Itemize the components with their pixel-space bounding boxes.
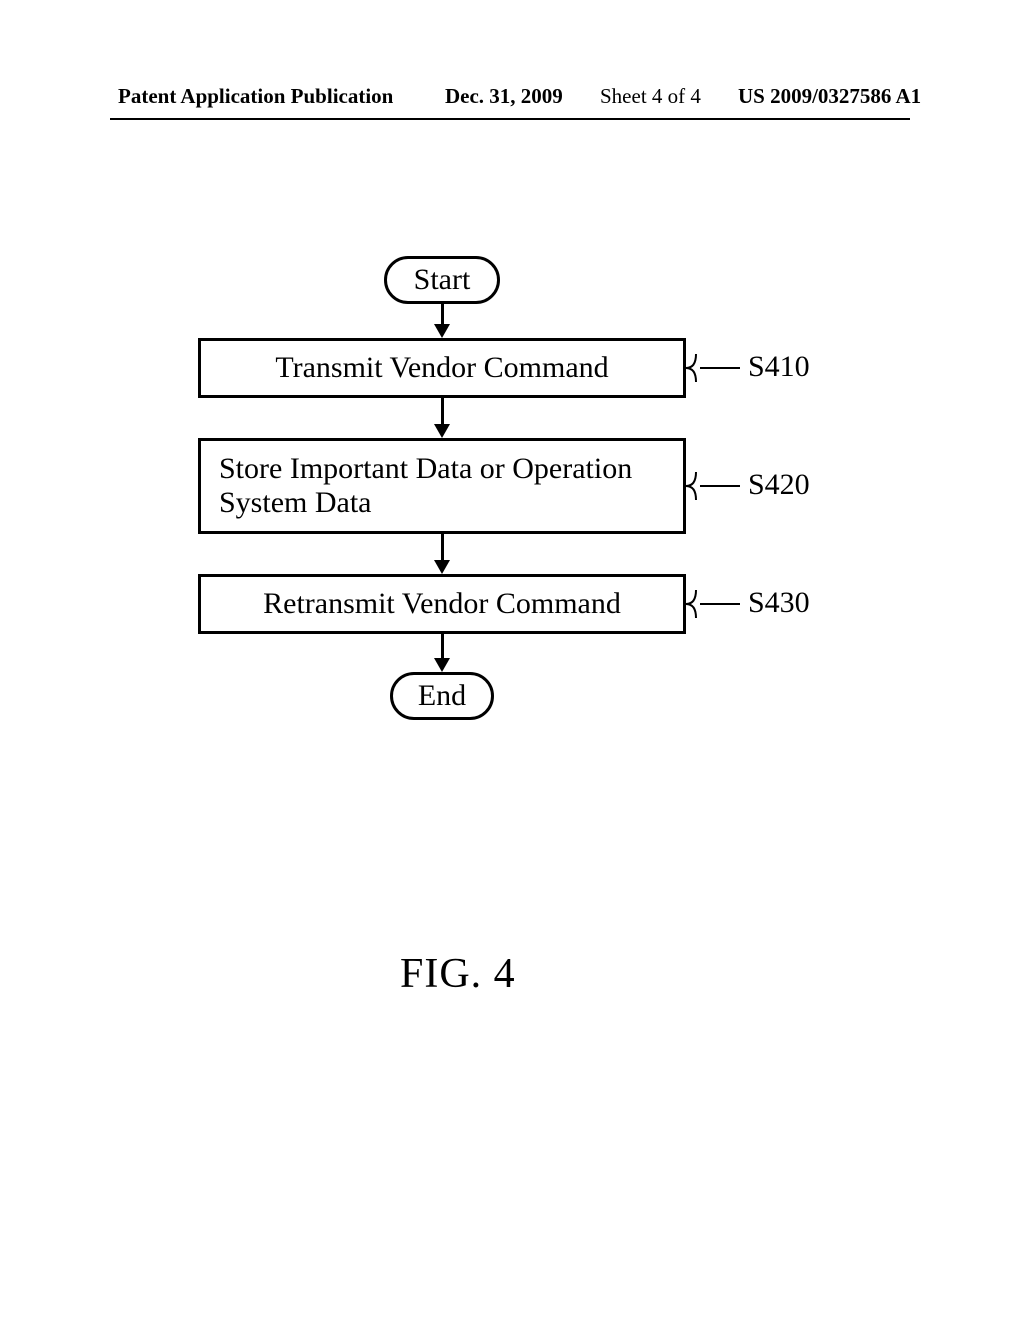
flow-step-1-id: S410 [748, 350, 810, 384]
flow-step-2-text: Store Important Data or Operation System… [219, 452, 665, 520]
flow-step-1: Transmit Vendor Command [198, 338, 686, 398]
flow-step-3-line [700, 603, 740, 605]
flow-step-3-text: Retransmit Vendor Command [263, 587, 621, 621]
arrow-2-head [434, 424, 450, 438]
arrow-3-head [434, 560, 450, 574]
flow-step-2-id: S420 [748, 468, 810, 502]
flow-step-1-text: Transmit Vendor Command [275, 351, 608, 385]
arrow-1-head [434, 324, 450, 338]
arrow-3 [441, 534, 444, 560]
flow-end-label: End [418, 679, 466, 713]
flow-end: End [390, 672, 494, 720]
flow-step-2-line [700, 485, 740, 487]
arrow-4-head [434, 658, 450, 672]
flow-step-3-id: S430 [748, 586, 810, 620]
arrow-2 [441, 398, 444, 424]
figure-label: FIG. 4 [400, 950, 516, 998]
flow-step-2: Store Important Data or Operation System… [198, 438, 686, 534]
arrow-1 [441, 304, 444, 324]
flowchart: Start Transmit Vendor Command S410 Store… [0, 0, 1024, 1320]
flow-start: Start [384, 256, 500, 304]
page: Patent Application Publication Dec. 31, … [0, 0, 1024, 1320]
flow-step-3: Retransmit Vendor Command [198, 574, 686, 634]
flow-step-1-line [700, 367, 740, 369]
flow-start-label: Start [414, 263, 471, 297]
arrow-4 [441, 634, 444, 658]
